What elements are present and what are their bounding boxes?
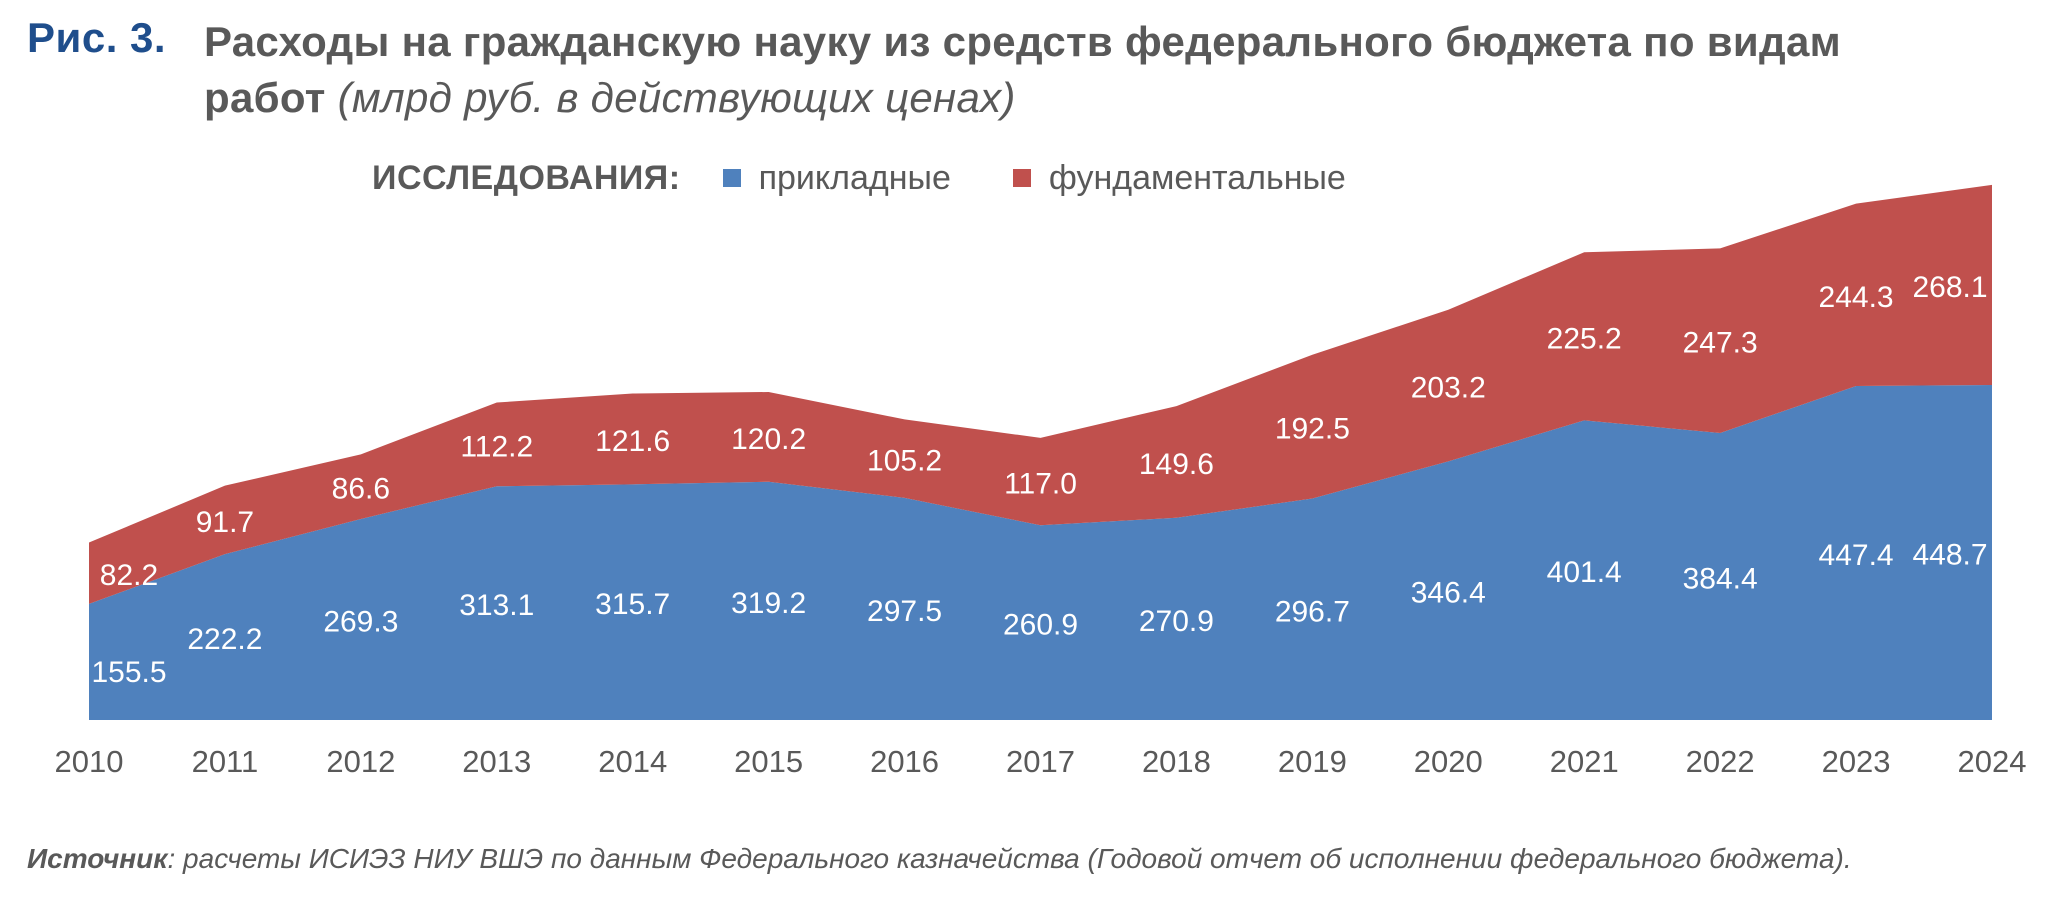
data-label-applied: 296.7 xyxy=(1275,595,1350,628)
data-label-fundamental: 203.2 xyxy=(1411,372,1486,405)
chart-title-main: Расходы на гражданскую науку из средств … xyxy=(204,18,1842,121)
data-label-applied: 297.5 xyxy=(867,595,942,628)
area-fundamental xyxy=(89,184,1992,604)
x-tick-label: 2018 xyxy=(1142,744,1211,779)
x-tick-label: 2023 xyxy=(1822,744,1891,779)
x-tick-label: 2024 xyxy=(1958,744,2027,779)
data-label-fundamental: 82.2 xyxy=(100,559,158,592)
legend-label-applied: прикладные xyxy=(758,158,951,197)
data-label-applied: 260.9 xyxy=(1003,609,1078,642)
x-tick-label: 2011 xyxy=(192,744,259,779)
data-label-applied: 384.4 xyxy=(1683,563,1758,596)
x-tick-label: 2019 xyxy=(1278,744,1347,779)
x-tick-label: 2014 xyxy=(598,744,667,779)
x-tick-label: 2020 xyxy=(1414,744,1483,779)
x-tick-label: 2012 xyxy=(326,744,395,779)
data-label-applied: 313.1 xyxy=(459,589,534,622)
data-label-fundamental: 225.2 xyxy=(1547,322,1622,355)
data-label-fundamental: 268.1 xyxy=(1912,271,1987,304)
x-tick-label: 2010 xyxy=(55,744,124,779)
data-label-applied: 315.7 xyxy=(595,588,670,621)
data-label-fundamental: 117.0 xyxy=(1004,468,1077,501)
data-label-fundamental: 247.3 xyxy=(1683,327,1758,360)
data-label-applied: 222.2 xyxy=(187,623,262,656)
x-tick-label: 2013 xyxy=(462,744,531,779)
source-note: Источник: расчеты ИСИЭЗ НИУ ВШЭ по данны… xyxy=(27,843,1852,875)
data-label-fundamental: 120.2 xyxy=(731,423,806,456)
data-label-fundamental: 149.6 xyxy=(1139,448,1214,481)
legend-title: ИССЛЕДОВАНИЯ: xyxy=(372,158,681,197)
legend-item-applied: прикладные xyxy=(722,158,951,198)
figure-label: Рис. 3. xyxy=(27,14,167,61)
x-tick-label: 2016 xyxy=(870,744,939,779)
data-label-fundamental: 91.7 xyxy=(196,506,254,539)
x-tick-label: 2015 xyxy=(734,744,803,779)
data-label-applied: 448.7 xyxy=(1912,539,1987,572)
legend: ИССЛЕДОВАНИЯ: прикладные фундаментальные xyxy=(372,156,1408,200)
chart-title: Расходы на гражданскую науку из средств … xyxy=(204,14,1904,126)
data-label-applied: 401.4 xyxy=(1547,556,1622,589)
source-label: Источник xyxy=(27,843,168,874)
x-tick-label: 2021 xyxy=(1550,744,1619,779)
area-applied xyxy=(89,385,1992,720)
x-tick-label: 2017 xyxy=(1006,744,1075,779)
data-label-fundamental: 86.6 xyxy=(332,473,390,506)
chart-title-unit: (млрд руб. в действующих ценах) xyxy=(337,74,1016,121)
data-label-fundamental: 121.6 xyxy=(595,425,670,458)
legend-swatch-applied xyxy=(722,169,741,187)
data-label-applied: 346.4 xyxy=(1411,577,1486,610)
data-label-applied: 155.5 xyxy=(91,656,166,689)
source-text: : расчеты ИСИЭЗ НИУ ВШЭ по данным Федера… xyxy=(167,843,1852,874)
x-tick-label: 2022 xyxy=(1686,744,1755,779)
stacked-area-chart: 155.5 82.2 222.2 91.7 269.3 86.6 313.1 112.2 315… xyxy=(55,184,2027,779)
data-label-applied: 269.3 xyxy=(323,605,398,638)
data-label-fundamental: 112.2 xyxy=(460,430,533,463)
data-label-applied: 447.4 xyxy=(1819,539,1894,572)
data-label-fundamental: 105.2 xyxy=(867,445,942,478)
legend-swatch-fundamental xyxy=(1012,169,1031,187)
legend-item-fundamental: фундаментальные xyxy=(1012,158,1346,198)
data-label-applied: 319.2 xyxy=(731,587,806,620)
data-label-fundamental: 192.5 xyxy=(1275,413,1350,446)
data-label-fundamental: 244.3 xyxy=(1819,281,1894,314)
data-label-applied: 270.9 xyxy=(1139,605,1214,638)
legend-label-fundamental: фундаментальные xyxy=(1048,158,1346,197)
